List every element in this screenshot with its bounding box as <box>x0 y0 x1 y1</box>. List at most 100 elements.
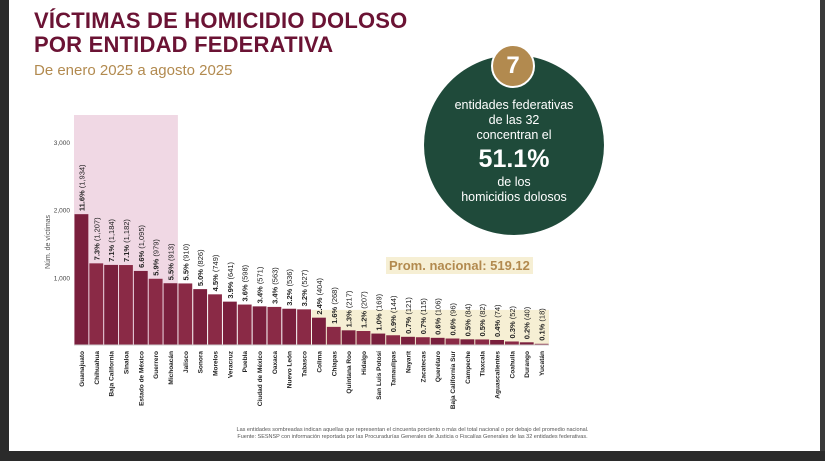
data-label-20: 1.0% (169) <box>374 293 383 330</box>
category-label-0: Guanajuato <box>79 351 86 387</box>
data-label-6: 5.5% (913) <box>166 243 175 280</box>
category-label-31: Yucatán <box>539 351 546 376</box>
window-left-frame <box>0 0 9 461</box>
footnote-source: Fuente: SESNSP con información reportada… <box>237 434 588 440</box>
bar-18 <box>341 330 356 345</box>
category-label-1: Chihuahua <box>94 351 101 385</box>
category-label-10: Veracruz <box>227 350 234 378</box>
bar-13 <box>267 306 282 345</box>
data-label-16: 2.4% (404) <box>315 277 324 314</box>
category-label-5: Guerrero <box>153 351 160 379</box>
data-label-1: 7.3% (1,207) <box>92 217 101 260</box>
bar-25 <box>445 338 460 345</box>
data-label-9: 4.5% (749) <box>211 254 220 291</box>
data-label-0: 11.6% (1,934) <box>77 164 86 211</box>
category-label-11: Puebla <box>242 351 249 373</box>
chart-title: VÍCTIMAS DE HOMICIDIO DOLOSO POR ENTIDAD… <box>34 9 408 57</box>
bar-0 <box>74 214 89 345</box>
bar-8 <box>193 289 208 345</box>
category-label-6: Michoacán <box>168 351 175 385</box>
bar-17 <box>326 326 341 345</box>
bar-7 <box>178 283 193 345</box>
data-label-25: 0.6% (96) <box>449 302 458 335</box>
bar-10 <box>222 301 237 345</box>
bar-26 <box>460 339 475 345</box>
bar-6 <box>163 283 178 345</box>
category-label-20: San Luis Potosí <box>376 351 383 400</box>
window-right-frame <box>820 0 825 461</box>
callout-line-4: de los <box>497 175 531 189</box>
national-average-label: Prom. nacional: 519.12 <box>386 257 533 274</box>
category-label-4: Estado de México <box>138 351 145 406</box>
category-label-2: Baja California <box>109 351 116 397</box>
y-tick-label-2: 3,000 <box>54 140 71 147</box>
callout-line-1: entidades federativas <box>454 98 574 112</box>
category-label-14: Nuevo León <box>287 351 294 388</box>
data-label-12: 3.4% (571) <box>256 266 265 303</box>
bar-14 <box>282 308 297 345</box>
category-label-19: Hidalgo <box>361 351 368 375</box>
data-label-17: 1.6% (268) <box>330 287 339 324</box>
category-label-23: Zacatecas <box>420 351 427 383</box>
data-label-8: 5.0% (826) <box>196 249 205 286</box>
data-label-23: 0.7% (115) <box>419 298 428 335</box>
category-label-29: Coahuila <box>509 351 516 379</box>
bar-3 <box>119 265 133 345</box>
category-label-25: Baja California Sur <box>450 351 457 410</box>
data-label-21: 0.9% (144) <box>389 295 398 332</box>
bar-24 <box>430 337 445 345</box>
category-label-27: Tlaxcala <box>480 351 487 377</box>
callout-number-badge: 7 <box>491 44 535 88</box>
chart-subtitle: De enero 2025 a agosto 2025 <box>34 62 233 79</box>
data-label-29: 0.3% (52) <box>508 305 517 338</box>
data-label-15: 3.2% (527) <box>300 269 309 306</box>
bar-19 <box>356 330 371 345</box>
category-label-22: Nayarit <box>405 350 412 373</box>
data-label-19: 1.2% (207) <box>359 291 368 328</box>
data-label-28: 0.4% (74) <box>493 304 502 337</box>
footnote-shading: Las entidades sombreadas indican aquella… <box>236 427 589 433</box>
category-label-28: Aguascalientes <box>495 351 502 399</box>
title-line-1: VÍCTIMAS DE HOMICIDIO DOLOSO <box>34 8 408 33</box>
data-label-22: 0.7% (121) <box>404 297 413 334</box>
category-label-3: Sinaloa <box>123 351 130 375</box>
data-label-26: 0.5% (84) <box>463 303 472 336</box>
y-tick-label-1: 2,000 <box>54 208 71 215</box>
bar-15 <box>297 309 311 345</box>
callout-line-3: concentran el <box>476 128 552 142</box>
y-axis-label: Núm. de víctimas <box>45 214 52 269</box>
summary-callout: entidades federativas de las 32 concentr… <box>424 55 604 235</box>
category-label-17: Chiapas <box>331 351 338 377</box>
category-label-30: Durango <box>524 351 531 378</box>
bar-9 <box>208 294 222 345</box>
callout-line-2: de las 32 <box>488 113 540 127</box>
category-label-13: Oaxaca <box>272 351 279 375</box>
window-bottom-frame <box>0 451 825 461</box>
category-label-21: Tamaulipas <box>391 351 398 387</box>
bar-11 <box>237 304 252 345</box>
bar-31 <box>534 343 549 345</box>
bar-4 <box>133 270 148 345</box>
bar-21 <box>386 335 401 345</box>
bar-2 <box>104 264 119 345</box>
category-label-8: Sonora <box>198 351 205 374</box>
bar-22 <box>401 336 415 345</box>
data-label-30: 0.2% (40) <box>523 306 532 339</box>
category-label-7: Jalisco <box>183 351 190 373</box>
data-label-27: 0.5% (82) <box>478 303 487 336</box>
bar-1 <box>89 263 104 345</box>
data-label-13: 3.4% (563) <box>270 267 279 304</box>
bar-5 <box>148 278 163 345</box>
data-label-4: 6.6% (1,095) <box>137 224 146 267</box>
category-label-18: Quintana Roo <box>346 351 353 394</box>
callout-line-5: homicidios dolosos <box>461 190 567 204</box>
y-tick-label-0: 1,000 <box>54 275 71 282</box>
category-label-16: Colima <box>316 351 323 373</box>
data-label-10: 3.9% (641) <box>226 261 235 298</box>
data-label-3: 7.1% (1,182) <box>122 219 131 262</box>
bar-20 <box>371 333 386 345</box>
category-label-15: Tabasco <box>302 351 309 377</box>
data-label-2: 7.1% (1,184) <box>107 218 116 261</box>
bar-30 <box>519 342 534 345</box>
